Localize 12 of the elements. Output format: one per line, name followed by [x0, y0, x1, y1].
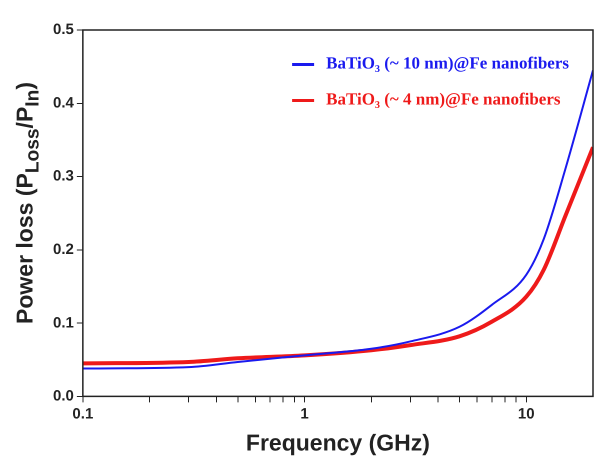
y-tick-label: 0.4	[52, 94, 74, 112]
x-tick-label: 0.1	[72, 406, 94, 423]
legend-label: BaTiO₃ (~ 4 nm)@Fe nanofibers	[326, 89, 561, 108]
y-tick-label: 0.5	[52, 21, 74, 38]
y-tick-label: 0.3	[52, 168, 74, 185]
legend-label: BaTiO₃ (~ 10 nm)@Fe nanofibers	[326, 53, 570, 72]
x-tick-label: 10	[518, 406, 535, 423]
x-tick-label: 1	[300, 406, 309, 423]
y-tick-label: 0.2	[52, 240, 74, 258]
x-axis-title: Frequency (GHz)	[246, 430, 430, 456]
y-tick-label: 0.0	[52, 388, 74, 405]
y-tick-label: 0.1	[52, 314, 74, 332]
